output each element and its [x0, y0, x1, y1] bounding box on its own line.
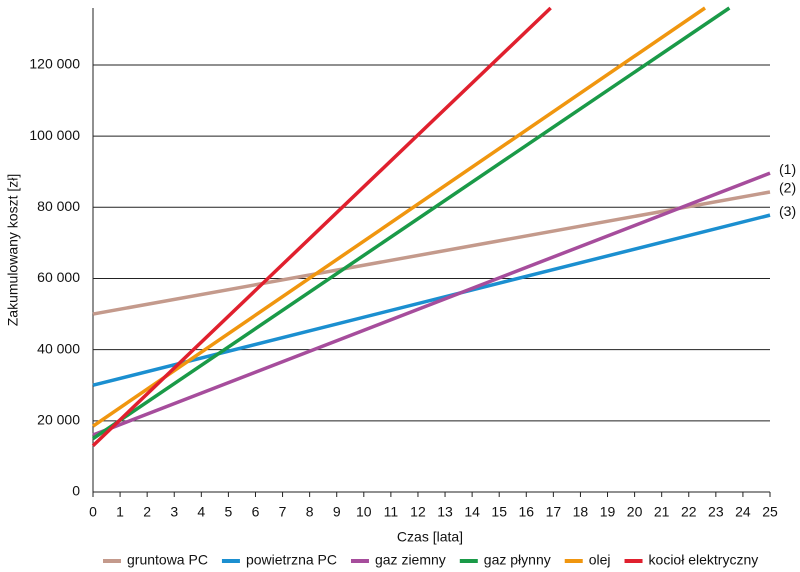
legend-label: olej	[589, 552, 611, 568]
x-tick-label: 19	[600, 504, 616, 520]
x-tick-label: 23	[708, 504, 724, 520]
x-tick-label: 11	[384, 504, 399, 520]
y-axis-title: Zakumulowany koszt [zł]	[5, 174, 21, 327]
y-tick-label: 20 000	[37, 412, 80, 428]
legend-label: kocioł elektryczny	[649, 552, 759, 568]
x-tick-label: 4	[197, 504, 205, 520]
x-tick-label: 25	[762, 504, 778, 520]
x-tick-label: 15	[491, 504, 507, 520]
x-tick-label: 0	[89, 504, 97, 520]
series-line	[92, 213, 771, 387]
annotation: (3)	[779, 203, 796, 219]
annotation: (2)	[779, 180, 796, 196]
series-line	[92, 6, 731, 441]
x-axis-title: Czas [lata]	[397, 529, 463, 545]
x-tick-label: 7	[279, 504, 287, 520]
series-line	[91, 6, 552, 447]
x-tick-label: 3	[170, 504, 178, 520]
x-tick-label: 2	[143, 504, 151, 520]
x-tick-label: 14	[464, 504, 480, 520]
x-tick-label: 1	[116, 504, 124, 520]
x-tick-label: 24	[735, 504, 751, 520]
series-line	[92, 6, 706, 428]
series-line	[92, 190, 771, 316]
series-line	[92, 171, 771, 437]
x-tick-label: 13	[437, 504, 453, 520]
x-tick-label: 12	[410, 504, 426, 520]
legend-label: gaz ziemny	[375, 552, 446, 568]
x-tick-label: 17	[546, 504, 562, 520]
x-tick-label: 21	[654, 504, 670, 520]
x-tick-label: 8	[306, 504, 314, 520]
x-tick-label: 22	[681, 504, 697, 520]
y-tick-label: 100 000	[29, 127, 80, 143]
x-tick-label: 9	[333, 504, 341, 520]
y-tick-label: 80 000	[37, 198, 80, 214]
y-tick-label: 0	[72, 483, 80, 499]
y-tick-label: 40 000	[37, 340, 80, 356]
x-tick-label: 10	[356, 504, 372, 520]
annotation: (1)	[779, 161, 796, 177]
x-tick-label: 16	[518, 504, 534, 520]
x-tick-label: 6	[252, 504, 260, 520]
y-tick-label: 120 000	[29, 56, 80, 72]
legend-label: gaz płynny	[484, 552, 551, 568]
legend-label: gruntowa PC	[127, 552, 208, 568]
y-tick-label: 60 000	[37, 269, 80, 285]
x-tick-label: 18	[573, 504, 589, 520]
x-tick-label: 20	[627, 504, 643, 520]
x-tick-label: 5	[225, 504, 233, 520]
legend-label: powietrzna PC	[246, 552, 337, 568]
